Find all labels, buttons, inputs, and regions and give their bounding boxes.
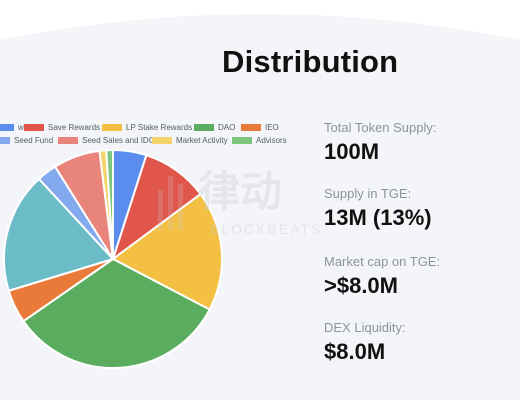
legend-item-lp-stake-rewards[interactable]: LP Stake Rewards xyxy=(102,123,192,132)
legend-label: Save Rewards xyxy=(48,123,101,132)
chart-legend: wards Save Rewards LP Stake Rewards DAO … xyxy=(0,120,300,150)
stat-total-supply: Total Token Supply: 100M xyxy=(324,120,437,165)
stat-value: 100M xyxy=(324,139,380,164)
pie-slice-3[interactable] xyxy=(22,257,211,369)
stat-label: Total Token Supply: xyxy=(324,120,437,135)
stat-value: $8.0M xyxy=(324,339,386,364)
stat-label: Supply in TGE: xyxy=(324,186,412,201)
legend-swatch xyxy=(24,124,44,131)
legend-item-save-rewards[interactable]: Save Rewards xyxy=(24,123,100,132)
legend-swatch xyxy=(0,124,14,131)
legend-swatch xyxy=(58,137,78,144)
legend-item-seed-sales-and-ido[interactable]: Seed Sales and IDO xyxy=(58,136,155,145)
legend-swatch xyxy=(0,137,10,144)
page-title: Distribution xyxy=(222,44,399,79)
legend-swatch xyxy=(232,137,252,144)
legend-item-ieo[interactable]: IEO xyxy=(241,123,279,132)
legend-label: IEO xyxy=(265,123,279,132)
stat-label: DEX Liquidity: xyxy=(324,320,406,335)
legend-swatch xyxy=(194,124,214,131)
stat-label: Market cap on TGE: xyxy=(324,254,441,269)
legend-label: DAO xyxy=(218,123,236,132)
legend-swatch xyxy=(102,124,122,131)
stat-value: >$8.0M xyxy=(324,273,398,298)
stat-value: 13M (13%) xyxy=(324,205,432,230)
legend-item-market-activity[interactable]: Market Activity xyxy=(152,136,228,145)
legend-item-advisors[interactable]: Advisors xyxy=(232,136,287,145)
stat-dex-liquidity: DEX Liquidity: $8.0M xyxy=(324,320,406,365)
legend-label: LP Stake Rewards xyxy=(126,123,193,132)
pie-slice-9[interactable] xyxy=(105,148,114,260)
legend-label: Seed Fund xyxy=(14,136,54,145)
legend-label: Seed Sales and IDO xyxy=(82,136,155,145)
pie-slice-2[interactable] xyxy=(111,192,223,311)
stat-market-cap-on-tge: Market cap on TGE: >$8.0M xyxy=(324,254,440,299)
legend-label: Market Activity xyxy=(176,136,228,145)
pie-slice-5[interactable] xyxy=(2,177,115,292)
stat-supply-in-tge: Supply in TGE: 13M (13%) xyxy=(324,186,432,231)
legend-swatch xyxy=(152,137,172,144)
legend-item-seed-fund[interactable]: Seed Fund xyxy=(0,136,53,145)
legend-label: Advisors xyxy=(256,136,287,145)
legend-swatch xyxy=(241,124,261,131)
legend-item-dao[interactable]: DAO xyxy=(194,123,235,132)
